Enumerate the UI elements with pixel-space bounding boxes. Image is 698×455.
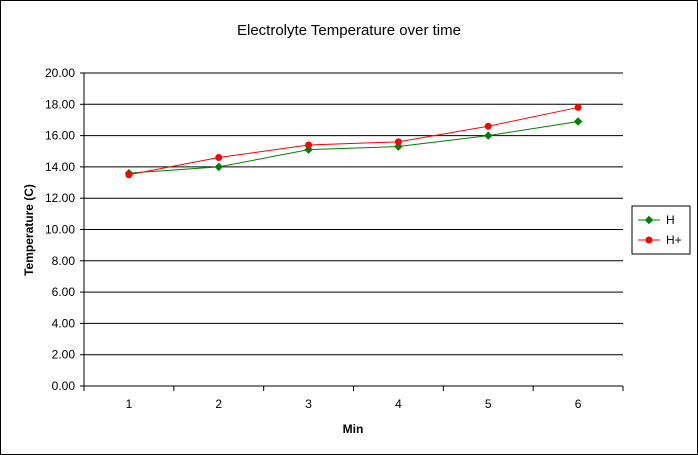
series-line-h-plus — [128, 106, 579, 176]
x-tick-label: 4 — [395, 397, 402, 411]
y-tick-label: 2.00 — [52, 348, 76, 362]
legend-marker-h-plus — [645, 236, 653, 244]
x-tick-label: 3 — [305, 397, 312, 411]
data-point-h-plus — [215, 154, 223, 162]
y-tick-label: 20.00 — [45, 66, 75, 80]
legend-label-h-plus: H+ — [666, 233, 682, 247]
y-tick-label: 14.00 — [45, 160, 75, 174]
y-tick-label: 12.00 — [45, 191, 75, 205]
y-tick-label: 16.00 — [45, 129, 75, 143]
data-point-h — [214, 162, 223, 172]
plot-area: 0.00 2.00 4.00 6.00 8.00 10.00 12.00 14.00 16.00… — [45, 66, 624, 411]
x-axis-title: Min — [343, 422, 364, 436]
y-tick-label: 8.00 — [52, 254, 76, 268]
data-point-h — [573, 117, 583, 126]
data-point-h-plus — [125, 171, 133, 179]
y-tick-label: 18.00 — [45, 97, 75, 111]
data-point-h-plus — [305, 141, 313, 149]
y-tick-label: 10.00 — [45, 223, 75, 237]
data-point-h-plus — [394, 138, 402, 146]
y-tick-label: 0.00 — [52, 379, 76, 393]
x-tick-label: 5 — [485, 397, 492, 411]
data-point-h-plus — [484, 122, 492, 130]
series-line-h — [128, 121, 579, 174]
legend-marker-h — [644, 215, 654, 225]
y-tick-label: 4.00 — [52, 316, 76, 330]
legend-label-h: H — [666, 213, 675, 227]
legend-box — [631, 205, 691, 255]
y-tick-label: 6.00 — [52, 285, 76, 299]
x-tick-label: 6 — [575, 397, 582, 411]
data-point-h-plus — [574, 103, 582, 111]
legend: H H+ — [631, 205, 691, 255]
x-tick-label: 1 — [126, 397, 133, 411]
y-axis-title: Temperature (C) — [22, 184, 36, 276]
chart-title: Electrolyte Temperature over time — [237, 22, 461, 39]
x-tick-label: 2 — [215, 397, 222, 411]
data-point-h — [484, 131, 493, 140]
